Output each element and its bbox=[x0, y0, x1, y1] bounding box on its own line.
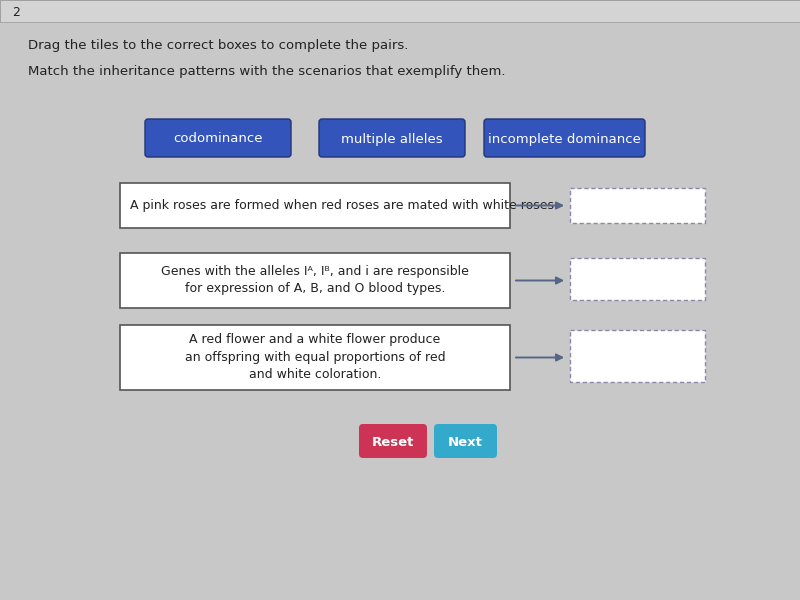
Text: Genes with the alleles Iᴬ, Iᴮ, and i are responsible
for expression of A, B, and: Genes with the alleles Iᴬ, Iᴮ, and i are… bbox=[161, 265, 469, 295]
FancyBboxPatch shape bbox=[570, 188, 705, 223]
Bar bbox=[0, 0, 800, 22]
FancyBboxPatch shape bbox=[434, 424, 497, 458]
Text: Reset: Reset bbox=[372, 436, 414, 449]
FancyBboxPatch shape bbox=[120, 183, 510, 228]
Text: 2: 2 bbox=[12, 5, 20, 19]
FancyBboxPatch shape bbox=[120, 325, 510, 390]
Text: incomplete dominance: incomplete dominance bbox=[488, 133, 641, 145]
FancyBboxPatch shape bbox=[145, 119, 291, 157]
Text: Next: Next bbox=[448, 436, 483, 449]
FancyBboxPatch shape bbox=[570, 258, 705, 300]
Text: multiple alleles: multiple alleles bbox=[341, 133, 443, 145]
FancyBboxPatch shape bbox=[359, 424, 427, 458]
FancyBboxPatch shape bbox=[120, 253, 510, 308]
Text: Match the inheritance patterns with the scenarios that exemplify them.: Match the inheritance patterns with the … bbox=[28, 65, 506, 79]
Text: A pink roses are formed when red roses are mated with white roses.: A pink roses are formed when red roses a… bbox=[130, 199, 558, 211]
Text: Drag the tiles to the correct boxes to complete the pairs.: Drag the tiles to the correct boxes to c… bbox=[28, 38, 408, 52]
FancyBboxPatch shape bbox=[570, 330, 705, 382]
FancyBboxPatch shape bbox=[319, 119, 465, 157]
FancyBboxPatch shape bbox=[484, 119, 645, 157]
Text: A red flower and a white flower produce
an offspring with equal proportions of r: A red flower and a white flower produce … bbox=[185, 333, 446, 381]
Text: codominance: codominance bbox=[174, 133, 262, 145]
